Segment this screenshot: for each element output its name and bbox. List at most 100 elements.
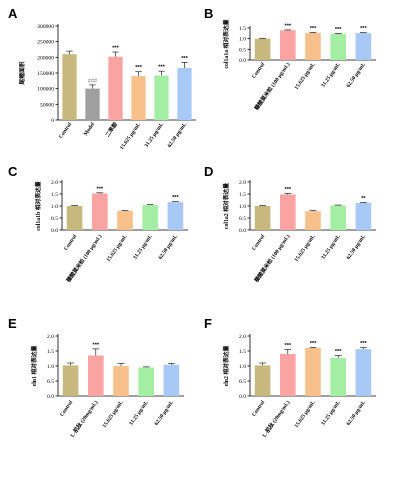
significance-label: *** — [360, 341, 367, 347]
significance-label: *** — [181, 56, 188, 62]
y-tick-label: 2.0 — [239, 334, 246, 340]
category-label: 31.25 μg/mL — [320, 61, 342, 88]
bar — [66, 206, 83, 230]
bar — [305, 211, 321, 230]
bar — [330, 357, 347, 396]
significance-label: *** — [285, 343, 292, 349]
category-label: 62.50 μg/mL — [346, 399, 368, 426]
chart-panel-a: A 尾鳍面积 0 50000 100000 150000 200000 250000 30000… — [8, 6, 196, 151]
y-tick-label: 150000 — [37, 71, 54, 77]
y-axis-label: eln2 相对表达量 — [222, 345, 230, 386]
bar — [87, 355, 104, 396]
y-axis-label: col1a2 相对表达量 — [222, 183, 230, 229]
category-label: 31.25 μg/mL — [144, 121, 166, 148]
bar — [163, 364, 180, 396]
y-tick-label: 2.0 — [239, 180, 246, 186]
y-tick-label: 0.0 — [47, 394, 54, 400]
bar — [305, 32, 321, 60]
category-label: Control — [58, 121, 73, 139]
y-tick-label: 1.5 — [239, 349, 246, 355]
category-label: Control — [63, 233, 78, 251]
category-label: 31.25 μg/mL — [320, 233, 342, 260]
y-tick-label: 1.0 — [239, 364, 246, 370]
y-tick-label: 0.0 — [51, 228, 58, 234]
y-tick-label: 2.0 — [51, 180, 58, 186]
category-label: 二苯酚 — [103, 120, 119, 138]
significance-label: ### — [88, 78, 98, 84]
category-label: 31.25 μg/mL — [132, 233, 154, 260]
y-tick-label: 0.5 — [239, 216, 246, 222]
category-label: 15.625 μg/mL — [102, 399, 125, 429]
y-tick-label: 1.0 — [239, 204, 246, 210]
significance-label: *** — [172, 195, 179, 201]
significance-label: *** — [135, 65, 142, 71]
category-label: Control — [251, 233, 266, 251]
y-axis-label: 尾鳍面积 — [18, 61, 26, 85]
bar — [85, 88, 100, 120]
y-tick-label: 100000 — [37, 87, 54, 93]
bar — [138, 367, 155, 396]
bar — [91, 193, 108, 230]
y-tick-label: 0.5 — [47, 379, 54, 385]
category-label: 62.50 μg/mL — [167, 121, 189, 148]
category-label: 31.25 μg/mL — [128, 399, 150, 426]
y-tick-label: 0.5 — [51, 216, 58, 222]
bar — [355, 202, 372, 230]
y-tick-label: 1.0 — [51, 204, 58, 210]
panel-letter: B — [204, 6, 213, 21]
y-tick-label: 2.0 — [47, 334, 54, 340]
significance-label: *** — [335, 27, 342, 33]
bar — [330, 205, 347, 230]
y-tick-label: 1.5 — [47, 349, 54, 355]
category-label: 62.50 μg/mL — [346, 233, 368, 260]
category-label: 15.625 μg/mL — [294, 233, 317, 263]
bar — [154, 75, 169, 120]
y-tick-label: 1.5 — [239, 26, 246, 32]
bar — [167, 202, 184, 230]
category-label: 62.50 μg/mL — [346, 61, 368, 88]
bar — [279, 194, 296, 230]
significance-label: ** — [361, 196, 366, 202]
category-label: 62.50 μg/mL — [154, 399, 176, 426]
significance-label: *** — [310, 341, 317, 347]
y-tick-label: 0.5 — [239, 379, 246, 385]
y-tick-label: 0.0 — [239, 394, 246, 400]
bar — [142, 205, 159, 230]
panel-letter: D — [204, 164, 213, 179]
y-tick-label: 0 — [51, 118, 54, 124]
significance-label: *** — [285, 187, 292, 193]
significance-label: *** — [310, 26, 317, 32]
significance-label: *** — [97, 186, 104, 192]
y-tick-label: 1.5 — [239, 192, 246, 198]
significance-label: *** — [285, 23, 292, 29]
bar — [254, 365, 271, 396]
y-tick-label: 200000 — [37, 55, 54, 61]
bar — [108, 56, 123, 120]
y-tick-label: 1.0 — [239, 37, 246, 43]
bar — [305, 348, 321, 396]
y-tick-label: 250000 — [37, 40, 54, 46]
bar — [254, 38, 271, 60]
significance-label: *** — [93, 342, 100, 348]
category-label: 62.50 μg/mL — [158, 233, 180, 260]
bar — [279, 354, 296, 396]
category-label: 15.625 μg/mL — [294, 61, 317, 91]
y-tick-label: 50000 — [40, 102, 54, 108]
significance-label: *** — [360, 26, 367, 32]
panel-letter: A — [8, 6, 18, 21]
category-label: 15.625 μg/mL — [119, 121, 142, 151]
bar — [117, 210, 133, 230]
category-label: Control — [251, 61, 266, 79]
y-tick-label: 0.0 — [239, 58, 246, 64]
bar — [131, 76, 146, 120]
significance-label: *** — [158, 65, 165, 71]
bar — [355, 33, 372, 60]
y-tick-label: 0.5 — [239, 47, 246, 53]
category-label: 31.25 μg/mL — [320, 399, 342, 426]
bar — [330, 33, 347, 60]
y-axis-label: eln1 相对表达量 — [30, 345, 38, 386]
